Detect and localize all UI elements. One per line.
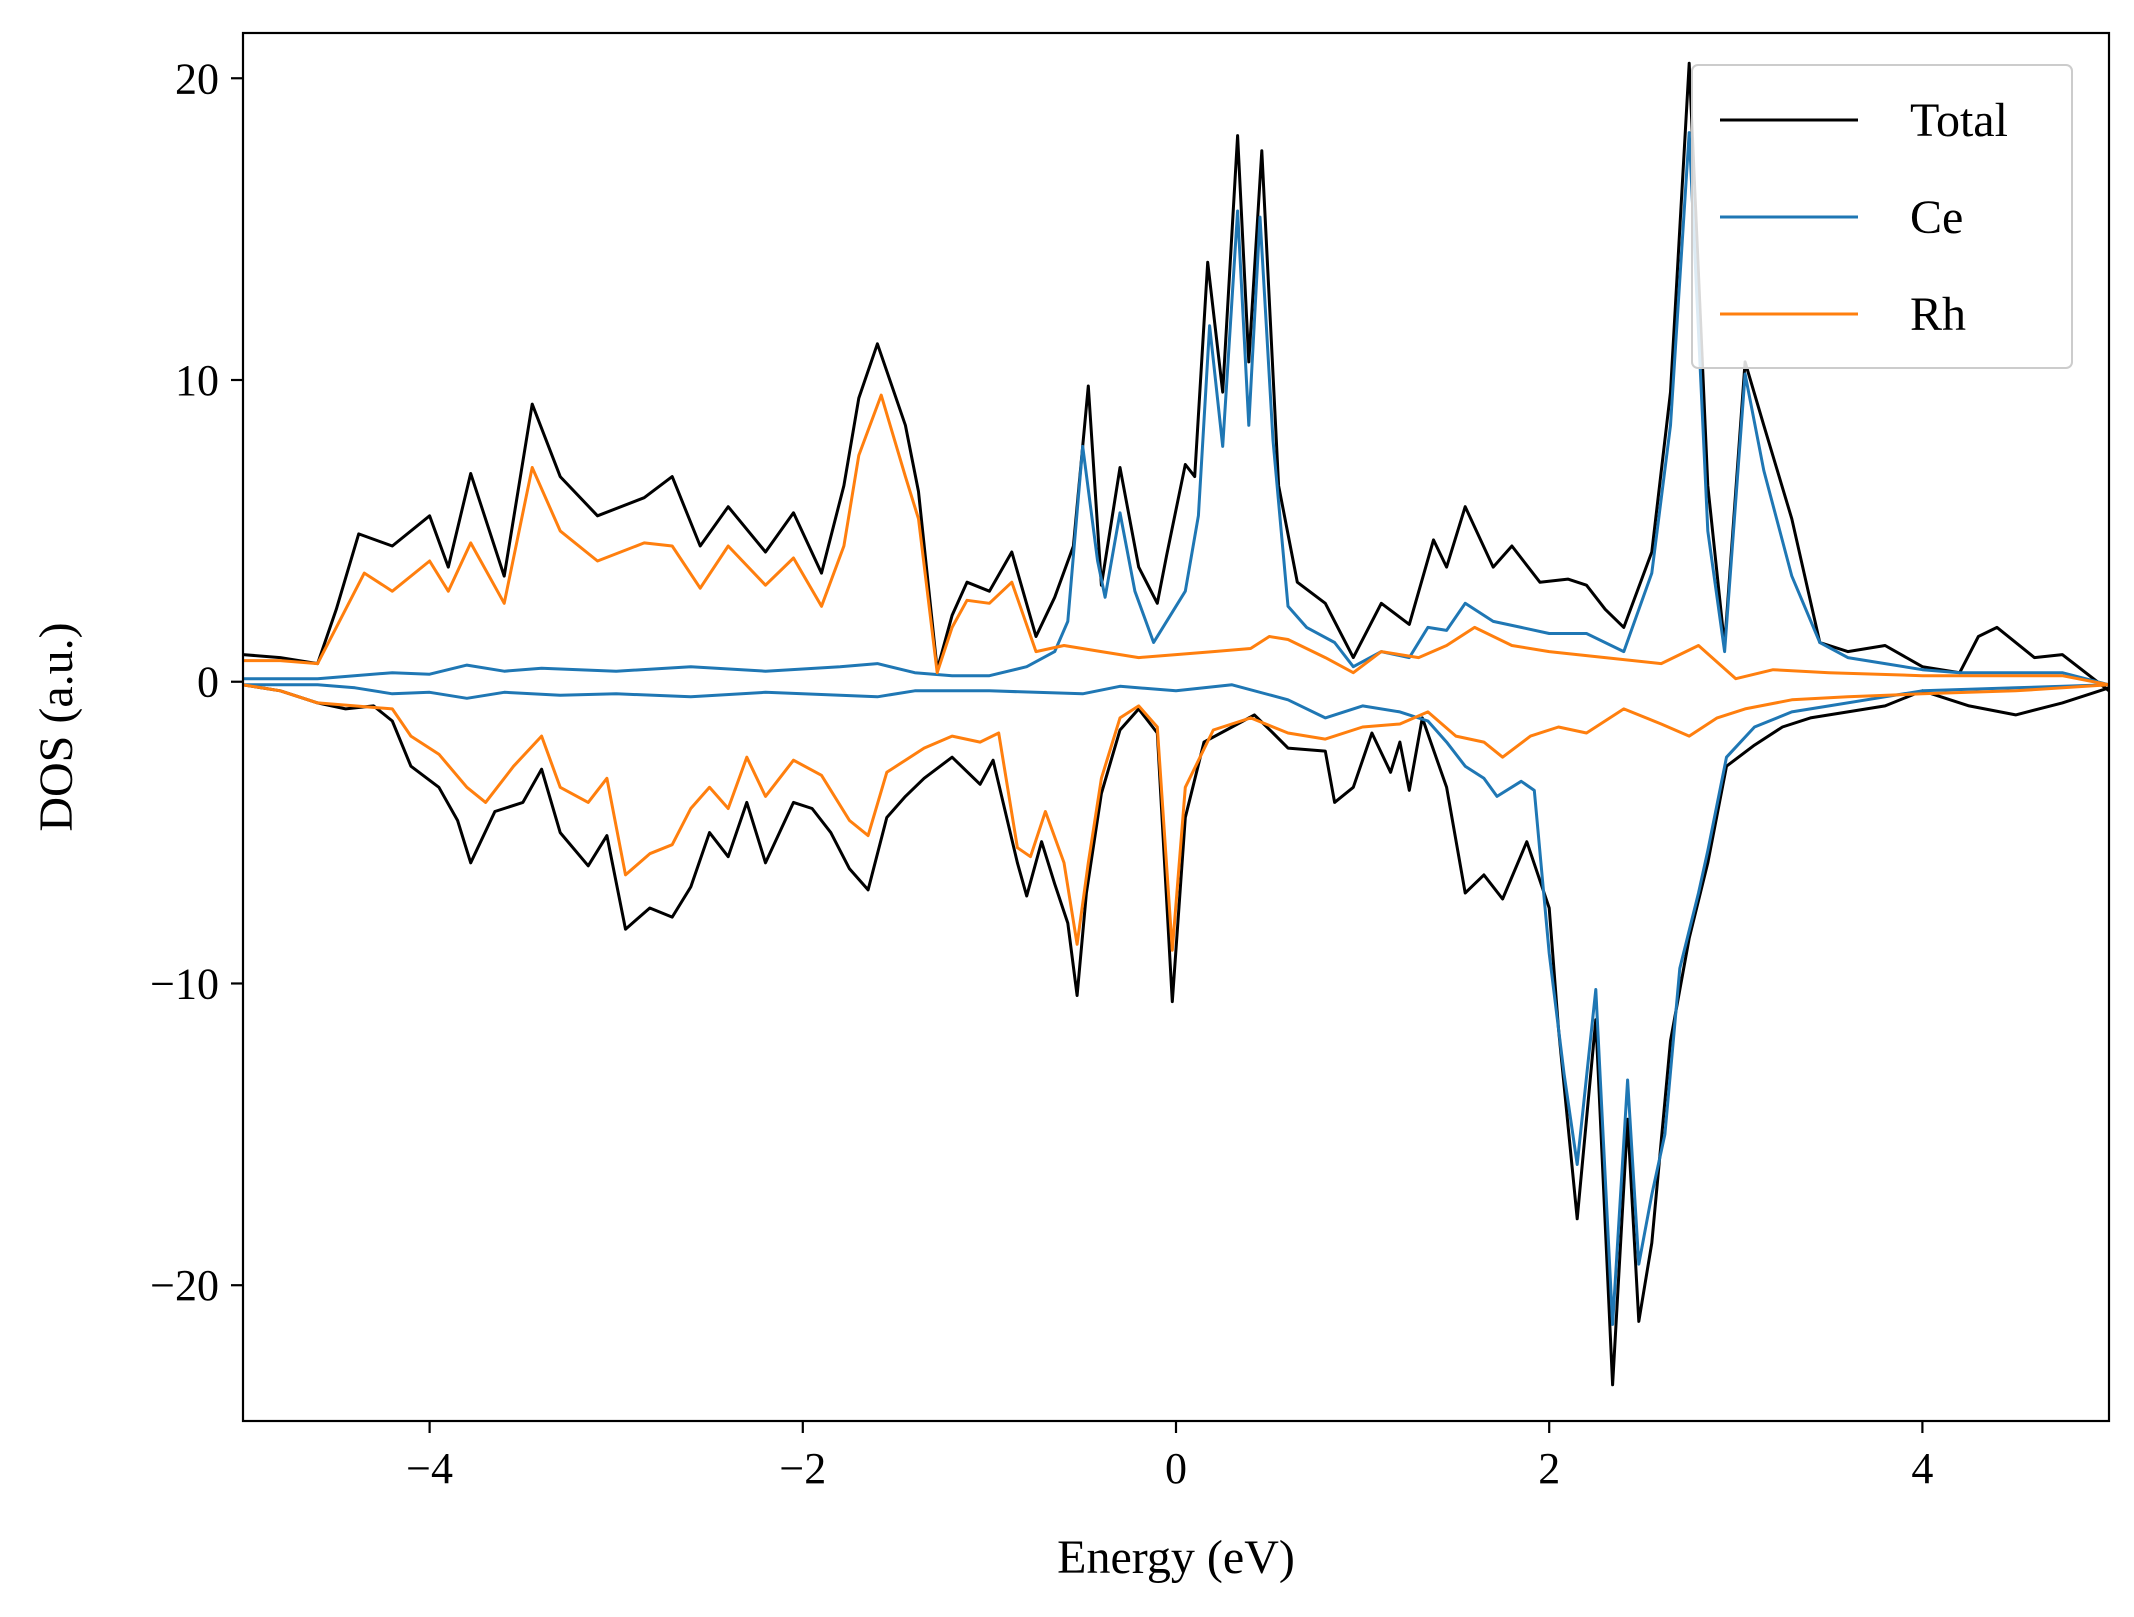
y-axis-label: DOS (a.u.) xyxy=(30,622,83,831)
y-tick-label: −20 xyxy=(150,1261,219,1310)
x-axis-label: Energy (eV) xyxy=(1057,1531,1295,1584)
legend-label-ce: Ce xyxy=(1910,191,1963,244)
y-tick-label: 0 xyxy=(197,658,219,707)
plot-lines xyxy=(243,61,2109,1387)
legend-label-rh: Rh xyxy=(1910,288,1966,341)
y-axis: −20 −10 0 10 20 xyxy=(150,54,243,1310)
series-line-total-spin-down xyxy=(243,683,2109,1387)
x-tick-label: −2 xyxy=(779,1444,826,1493)
y-tick-label: 10 xyxy=(175,356,219,405)
series-line-total-spin-up xyxy=(243,61,2109,693)
legend: Total Ce Rh xyxy=(1691,64,2073,369)
x-tick-label: −4 xyxy=(406,1444,453,1493)
series-line-ce-spin-up xyxy=(243,131,2109,687)
series-line-ce-spin-down xyxy=(243,683,2109,1326)
x-tick-label: 4 xyxy=(1911,1444,1933,1493)
legend-box xyxy=(1691,64,2073,369)
x-axis: −4 −2 0 2 4 xyxy=(406,1421,1933,1493)
legend-label-total: Total xyxy=(1910,94,2008,147)
y-tick-label: 20 xyxy=(175,54,219,103)
series-line-rh-spin-down xyxy=(243,683,2109,952)
x-tick-label: 2 xyxy=(1538,1444,1560,1493)
series-line-rh-spin-up xyxy=(243,393,2109,687)
y-tick-label: −10 xyxy=(150,959,219,1008)
x-tick-label: 0 xyxy=(1165,1444,1187,1493)
